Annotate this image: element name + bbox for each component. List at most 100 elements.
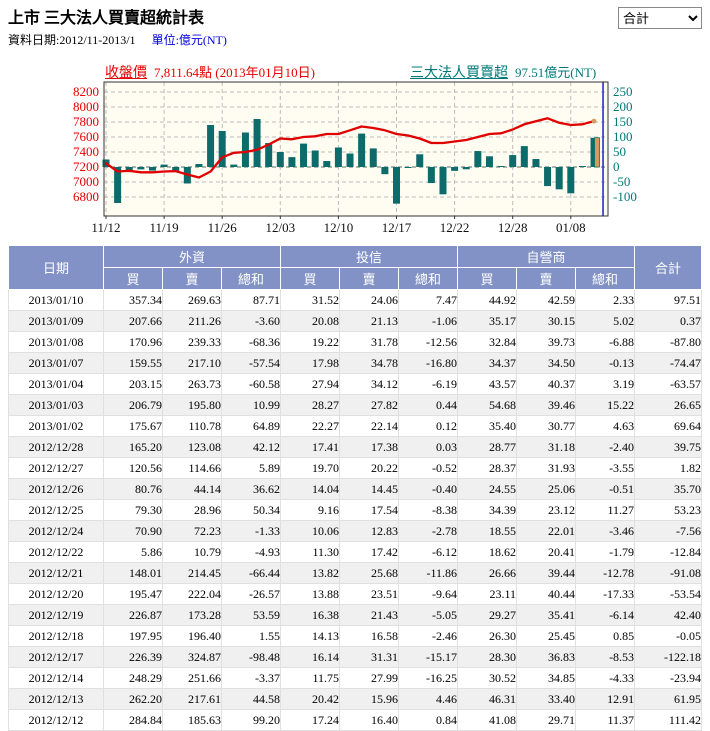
col-header-sell: 賣 <box>339 267 400 290</box>
right-axis-tick: 150 <box>613 114 633 129</box>
value-cell: 17.41 <box>280 436 341 458</box>
value-cell: 34.50 <box>516 352 577 374</box>
value-cell: 195.80 <box>162 394 222 416</box>
value-cell: 197.95 <box>103 625 163 647</box>
date-range-label: 資料日期:2012/11-2013/1 <box>8 33 136 47</box>
col-header-buy: 買 <box>280 267 341 290</box>
date-cell: 2012/12/28 <box>8 436 104 458</box>
value-cell: 1.82 <box>634 457 702 479</box>
institutional-investors-table: 日期 外資 投信 自營商 合計 買 賣 總和 買 賣 總和 買 賣 總和 201… <box>8 245 702 731</box>
value-cell: 0.03 <box>398 436 459 458</box>
netbuy-bar <box>555 167 563 190</box>
value-cell: 29.27 <box>457 604 518 626</box>
netbuy-legend-value: 97.51億元(NT) <box>515 65 597 80</box>
date-cell: 2013/01/02 <box>8 415 104 437</box>
value-cell: 19.70 <box>280 457 341 479</box>
table-row: 2013/01/08 170.96 239.33 -68.36 19.22 31.78 -1… <box>8 331 702 353</box>
value-cell: 50.34 <box>220 499 282 521</box>
value-cell: 69.64 <box>634 415 702 437</box>
table-row: 2012/12/13 262.20 217.61 44.58 20.42 15.96 4.4… <box>8 688 702 710</box>
value-cell: 54.68 <box>457 394 518 416</box>
value-cell: 206.79 <box>103 394 163 416</box>
netbuy-bar <box>451 167 459 171</box>
value-cell: 248.29 <box>103 667 163 689</box>
value-cell: 173.28 <box>162 604 222 626</box>
value-cell: 2.33 <box>575 289 636 311</box>
x-axis-tick: 11/12 <box>91 220 120 235</box>
right-axis-tick: -50 <box>613 174 630 189</box>
price-legend-label: 收盤價 <box>105 66 147 81</box>
value-cell: 324.87 <box>162 646 222 668</box>
netbuy-bar <box>520 146 528 167</box>
value-cell: 25.06 <box>516 478 577 500</box>
date-cell: 2012/12/22 <box>8 541 104 563</box>
date-cell: 2012/12/13 <box>8 688 104 710</box>
value-cell: 21.13 <box>339 310 400 332</box>
date-cell: 2012/12/21 <box>8 562 104 584</box>
date-cell: 2012/12/20 <box>8 583 104 605</box>
date-cell: 2013/01/03 <box>8 394 104 416</box>
plot-background <box>104 82 608 216</box>
value-cell: 39.75 <box>634 436 702 458</box>
value-cell: 44.58 <box>220 688 282 710</box>
left-axis-tick: 7400 <box>73 144 99 159</box>
table-row: 2012/12/19 226.87 173.28 53.59 16.38 21.43 -5.… <box>8 604 702 626</box>
value-cell: 17.24 <box>280 709 341 731</box>
x-axis-tick: 11/19 <box>150 220 179 235</box>
value-cell: 40.44 <box>516 583 577 605</box>
netbuy-bar <box>323 161 331 167</box>
value-cell: 28.30 <box>457 646 518 668</box>
value-cell: 20.22 <box>339 457 400 479</box>
value-cell: -91.08 <box>634 562 702 584</box>
value-cell: -9.64 <box>398 583 459 605</box>
value-cell: 239.33 <box>162 331 222 353</box>
date-cell: 2012/12/18 <box>8 625 104 647</box>
value-cell: 217.10 <box>162 352 222 374</box>
netbuy-bar <box>369 148 377 167</box>
value-cell: 13.82 <box>280 562 341 584</box>
table-header: 日期 外資 投信 自營商 合計 買 賣 總和 買 賣 總和 買 賣 總和 <box>8 245 702 290</box>
col-header-buy: 買 <box>103 267 163 290</box>
value-cell: 26.66 <box>457 562 518 584</box>
right-axis-tick: 100 <box>613 129 633 144</box>
value-cell: 19.22 <box>280 331 341 353</box>
value-cell: -5.05 <box>398 604 459 626</box>
table-row: 2012/12/25 79.30 28.96 50.34 9.16 17.54 -8.38 3… <box>8 499 702 521</box>
value-cell: -12.78 <box>575 562 636 584</box>
value-cell: 20.08 <box>280 310 341 332</box>
value-cell: 53.23 <box>634 499 702 521</box>
col-group-foreign: 外資 <box>102 245 282 268</box>
value-cell: 10.99 <box>220 394 282 416</box>
value-cell: 0.84 <box>398 709 459 731</box>
value-cell: 35.40 <box>457 415 518 437</box>
netbuy-bar <box>346 153 354 167</box>
value-cell: 31.78 <box>339 331 400 353</box>
value-cell: 170.96 <box>103 331 163 353</box>
category-select[interactable]: 合計 <box>618 7 702 29</box>
x-axis-tick: 12/22 <box>440 220 470 235</box>
value-cell: -0.05 <box>634 625 702 647</box>
value-cell: 185.63 <box>162 709 222 731</box>
value-cell: -3.60 <box>220 310 282 332</box>
value-cell: 25.68 <box>339 562 400 584</box>
value-cell: 29.71 <box>516 709 577 731</box>
value-cell: 43.57 <box>457 373 518 395</box>
value-cell: -26.57 <box>220 583 282 605</box>
value-cell: -12.84 <box>634 541 702 563</box>
right-axis-tick: 50 <box>613 144 626 159</box>
value-cell: 16.14 <box>280 646 341 668</box>
left-axis-tick: 7000 <box>73 174 99 189</box>
netbuy-bar <box>276 152 284 167</box>
value-cell: 203.15 <box>103 373 163 395</box>
value-cell: 226.39 <box>103 646 163 668</box>
value-cell: 11.27 <box>575 499 636 521</box>
netbuy-bar <box>114 167 122 203</box>
value-cell: 35.17 <box>457 310 518 332</box>
value-cell: 80.76 <box>103 478 163 500</box>
value-cell: -7.56 <box>634 520 702 542</box>
value-cell: 17.54 <box>339 499 400 521</box>
table-row: 2013/01/09 207.66 211.26 -3.60 20.08 21.13 -1.… <box>8 310 702 332</box>
value-cell: -68.36 <box>220 331 282 353</box>
value-cell: 26.30 <box>457 625 518 647</box>
